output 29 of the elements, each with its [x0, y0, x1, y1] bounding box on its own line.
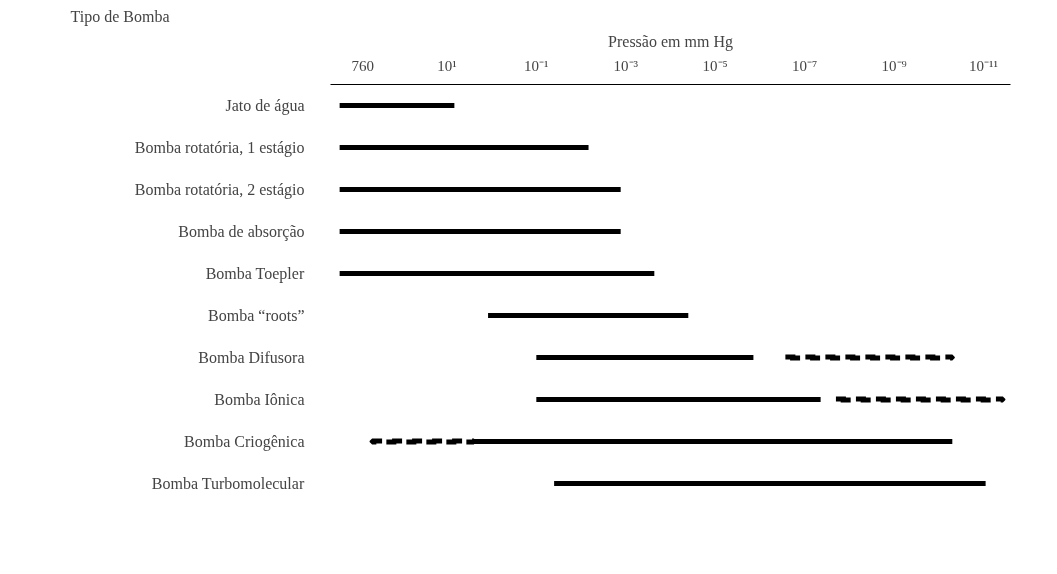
y-tick-label: Bomba Turbomolecular — [151, 475, 305, 492]
x-tick-label: 760 — [351, 57, 375, 74]
y-tick-label: Bomba “roots” — [208, 307, 305, 324]
y-tick-label: Bomba rotatória, 2 estágio — [134, 181, 305, 199]
x-tick-label: 10⁻³ — [613, 57, 639, 74]
y-tick-label: Bomba Difusora — [198, 349, 305, 366]
y-tick-label: Bomba Toepler — [205, 265, 305, 283]
x-tick-label: 10⁻¹ — [524, 57, 549, 74]
x-tick-label: 10¹ — [437, 57, 457, 74]
x-tick-label: 10⁻¹¹ — [969, 57, 999, 74]
y-axis-title: Tipo de Bomba — [70, 7, 170, 26]
bar — [339, 228, 621, 235]
x-axis-title: Pressão em mm Hg — [608, 32, 733, 51]
bar — [536, 396, 821, 403]
bar — [339, 144, 589, 151]
x-tick-label: 10⁻⁵ — [702, 57, 728, 74]
y-tick-label: Jato de água — [225, 97, 305, 115]
y-tick-label: Bomba Criogênica — [184, 433, 305, 451]
x-tick-label: 10⁻⁷ — [792, 57, 818, 74]
bar — [339, 186, 621, 193]
bar — [554, 480, 986, 487]
bar — [488, 312, 689, 319]
x-tick-label: 10⁻⁹ — [881, 57, 907, 74]
bar — [339, 102, 455, 109]
y-tick-label: Bomba Iônica — [214, 391, 305, 408]
y-tick-label: Bomba de absorção — [178, 223, 305, 241]
bar — [536, 354, 754, 361]
bar — [339, 270, 655, 277]
y-tick-label: Bomba rotatória, 1 estágio — [134, 139, 305, 157]
